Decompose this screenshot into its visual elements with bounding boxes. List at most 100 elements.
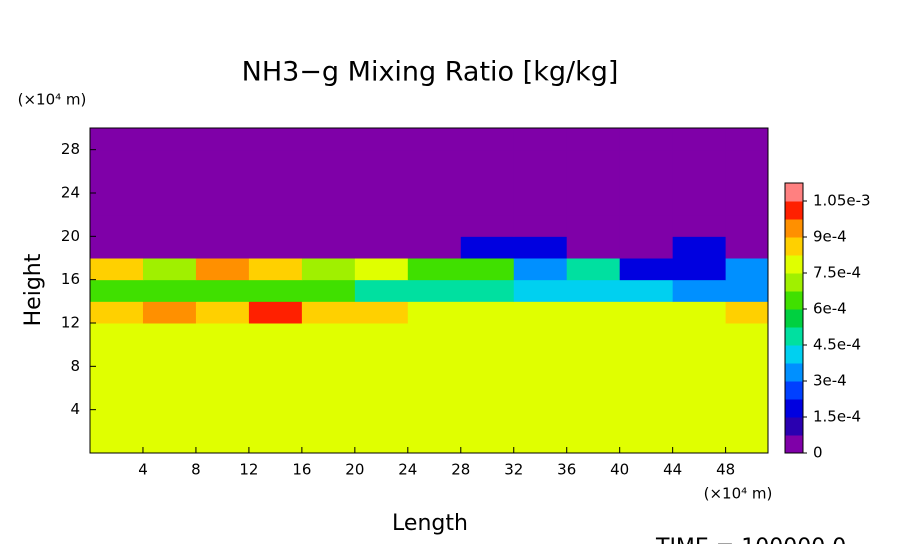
heatmap-cell bbox=[142, 344, 197, 367]
heatmap-cell bbox=[513, 171, 568, 194]
heatmap-cell bbox=[248, 128, 303, 151]
heatmap-cell bbox=[354, 236, 409, 259]
colorbar-segment bbox=[785, 327, 803, 346]
heatmap-cell bbox=[672, 214, 727, 237]
heatmap-cell bbox=[301, 149, 356, 172]
heatmap-cell bbox=[513, 344, 568, 367]
heatmap-cell bbox=[90, 344, 144, 367]
heatmap-cell bbox=[566, 128, 621, 151]
colorbar-tick-label: 7.5e-4 bbox=[813, 264, 861, 282]
heatmap-cell bbox=[301, 301, 356, 324]
heatmap-cell bbox=[513, 149, 568, 172]
heatmap-cell bbox=[566, 344, 621, 367]
heatmap-cell bbox=[90, 279, 144, 302]
colorbar-segment bbox=[785, 381, 803, 400]
heatmap-cell bbox=[407, 431, 462, 453]
heatmap-cell bbox=[195, 236, 250, 259]
heatmap-cell bbox=[90, 149, 144, 172]
x-tick-label: 12 bbox=[239, 461, 258, 479]
heatmap-cell bbox=[301, 236, 356, 259]
heatmap-cell bbox=[195, 279, 250, 302]
x-tick-label: 4 bbox=[138, 461, 148, 479]
heatmap-cell bbox=[354, 344, 409, 367]
x-tick-label: 44 bbox=[663, 461, 682, 479]
heatmap-cell bbox=[566, 258, 621, 281]
heatmap-cell bbox=[460, 171, 515, 194]
heatmap-cell bbox=[301, 171, 356, 194]
heatmap-cell bbox=[566, 409, 621, 432]
heatmap-cell bbox=[248, 366, 303, 389]
heatmap-cell bbox=[195, 193, 250, 216]
heatmap-cell bbox=[460, 214, 515, 237]
heatmap-cell bbox=[460, 236, 515, 259]
heatmap-cell bbox=[301, 431, 356, 453]
heatmap-cell bbox=[407, 366, 462, 389]
heatmap-cell bbox=[248, 171, 303, 194]
heatmap-cell bbox=[619, 171, 674, 194]
heatmap-cell bbox=[90, 301, 144, 324]
heatmap-cell bbox=[407, 236, 462, 259]
heatmap-cell bbox=[407, 193, 462, 216]
heatmap-cell bbox=[566, 214, 621, 237]
heatmap-cell bbox=[354, 214, 409, 237]
heatmap-cell bbox=[90, 366, 144, 389]
colorbar-segment bbox=[785, 435, 803, 454]
x-tick-label: 40 bbox=[610, 461, 629, 479]
heatmap-cell bbox=[619, 279, 674, 302]
heatmap-cell bbox=[195, 388, 250, 411]
heatmap-cell bbox=[301, 388, 356, 411]
heatmap-cell bbox=[248, 431, 303, 453]
heatmap-cell bbox=[672, 128, 727, 151]
heatmap-cell bbox=[619, 301, 674, 324]
heatmap-cell bbox=[460, 344, 515, 367]
heatmap-cell bbox=[513, 409, 568, 432]
heatmap-cell bbox=[672, 149, 727, 172]
heatmap-cell bbox=[90, 323, 144, 346]
heatmap-cell bbox=[460, 149, 515, 172]
heatmap-cell bbox=[195, 323, 250, 346]
heatmap-cell bbox=[301, 279, 356, 302]
heatmap-cell bbox=[513, 128, 568, 151]
heatmap-cell bbox=[407, 128, 462, 151]
heatmap-cell bbox=[619, 149, 674, 172]
y-tick-label: 16 bbox=[61, 270, 80, 288]
heatmap-cell bbox=[407, 301, 462, 324]
heatmap-cell bbox=[301, 409, 356, 432]
colorbar-segment bbox=[785, 345, 803, 364]
colorbar-segment bbox=[785, 255, 803, 274]
heatmap-cell bbox=[725, 323, 768, 346]
heatmap-cell bbox=[195, 409, 250, 432]
colorbar-segment bbox=[785, 219, 803, 238]
heatmap-cell bbox=[354, 279, 409, 302]
heatmap-cell bbox=[90, 128, 144, 151]
heatmap-cell bbox=[725, 431, 768, 453]
y-axis-title: Height bbox=[21, 253, 46, 326]
heatmap-cell bbox=[248, 388, 303, 411]
heatmap-cell bbox=[195, 171, 250, 194]
heatmap-cell bbox=[354, 171, 409, 194]
heatmap-cell bbox=[566, 193, 621, 216]
heatmap-cell bbox=[90, 171, 144, 194]
x-tick-label: 32 bbox=[504, 461, 523, 479]
heatmap-cell bbox=[248, 236, 303, 259]
colorbar-tick-label: 6e-4 bbox=[813, 300, 847, 318]
x-unit: (×10⁴ m) bbox=[704, 485, 773, 503]
heatmap-cell bbox=[142, 366, 197, 389]
heatmap-cell bbox=[407, 409, 462, 432]
heatmap-cell bbox=[672, 366, 727, 389]
heatmap-cell bbox=[407, 388, 462, 411]
colorbar-tick-label: 1.05e-3 bbox=[813, 192, 871, 210]
x-tick-label: 28 bbox=[451, 461, 470, 479]
heatmap-cell bbox=[354, 149, 409, 172]
heatmap-cell bbox=[460, 258, 515, 281]
colorbar-segment bbox=[785, 291, 803, 310]
heatmap-cell bbox=[513, 236, 568, 259]
heatmap-cell bbox=[513, 301, 568, 324]
x-tick-label: 16 bbox=[292, 461, 311, 479]
heatmap-cell bbox=[142, 388, 197, 411]
colorbar-tick-label: 3e-4 bbox=[813, 372, 847, 390]
colorbar-tick-label: 0 bbox=[813, 444, 823, 462]
colorbar-segment bbox=[785, 183, 803, 202]
heatmap-cell bbox=[725, 128, 768, 151]
heatmap-cell bbox=[407, 279, 462, 302]
